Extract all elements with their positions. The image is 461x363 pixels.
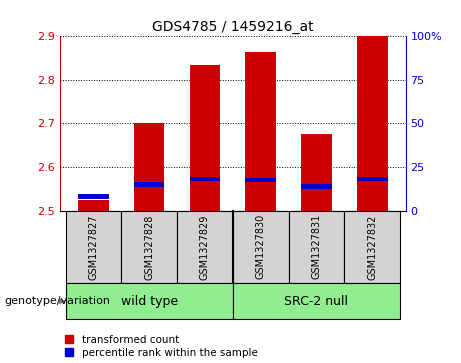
- Text: GSM1327827: GSM1327827: [89, 214, 98, 280]
- Text: GSM1327832: GSM1327832: [367, 214, 377, 280]
- Bar: [78, 200, 109, 211]
- Bar: [65, 211, 121, 283]
- Bar: [357, 176, 388, 181]
- Bar: [301, 134, 332, 211]
- Text: GSM1327829: GSM1327829: [200, 214, 210, 280]
- Bar: [134, 182, 165, 187]
- Bar: [189, 65, 220, 211]
- Bar: [233, 283, 400, 319]
- Text: SRC-2 null: SRC-2 null: [284, 295, 349, 308]
- Bar: [189, 176, 220, 181]
- Bar: [233, 211, 289, 283]
- Bar: [245, 178, 276, 182]
- Bar: [245, 52, 276, 211]
- Bar: [289, 211, 344, 283]
- Text: GSM1327830: GSM1327830: [256, 214, 266, 280]
- Bar: [121, 211, 177, 283]
- Text: GSM1327828: GSM1327828: [144, 214, 154, 280]
- Text: GSM1327831: GSM1327831: [312, 214, 321, 280]
- Bar: [357, 36, 388, 211]
- Bar: [65, 283, 233, 319]
- Text: genotype/variation: genotype/variation: [5, 296, 111, 306]
- Legend: transformed count, percentile rank within the sample: transformed count, percentile rank withi…: [65, 335, 258, 358]
- Bar: [134, 123, 165, 211]
- Bar: [301, 184, 332, 189]
- Bar: [177, 211, 233, 283]
- Bar: [78, 195, 109, 199]
- Title: GDS4785 / 1459216_at: GDS4785 / 1459216_at: [152, 20, 313, 34]
- Bar: [344, 211, 400, 283]
- Text: wild type: wild type: [121, 295, 178, 308]
